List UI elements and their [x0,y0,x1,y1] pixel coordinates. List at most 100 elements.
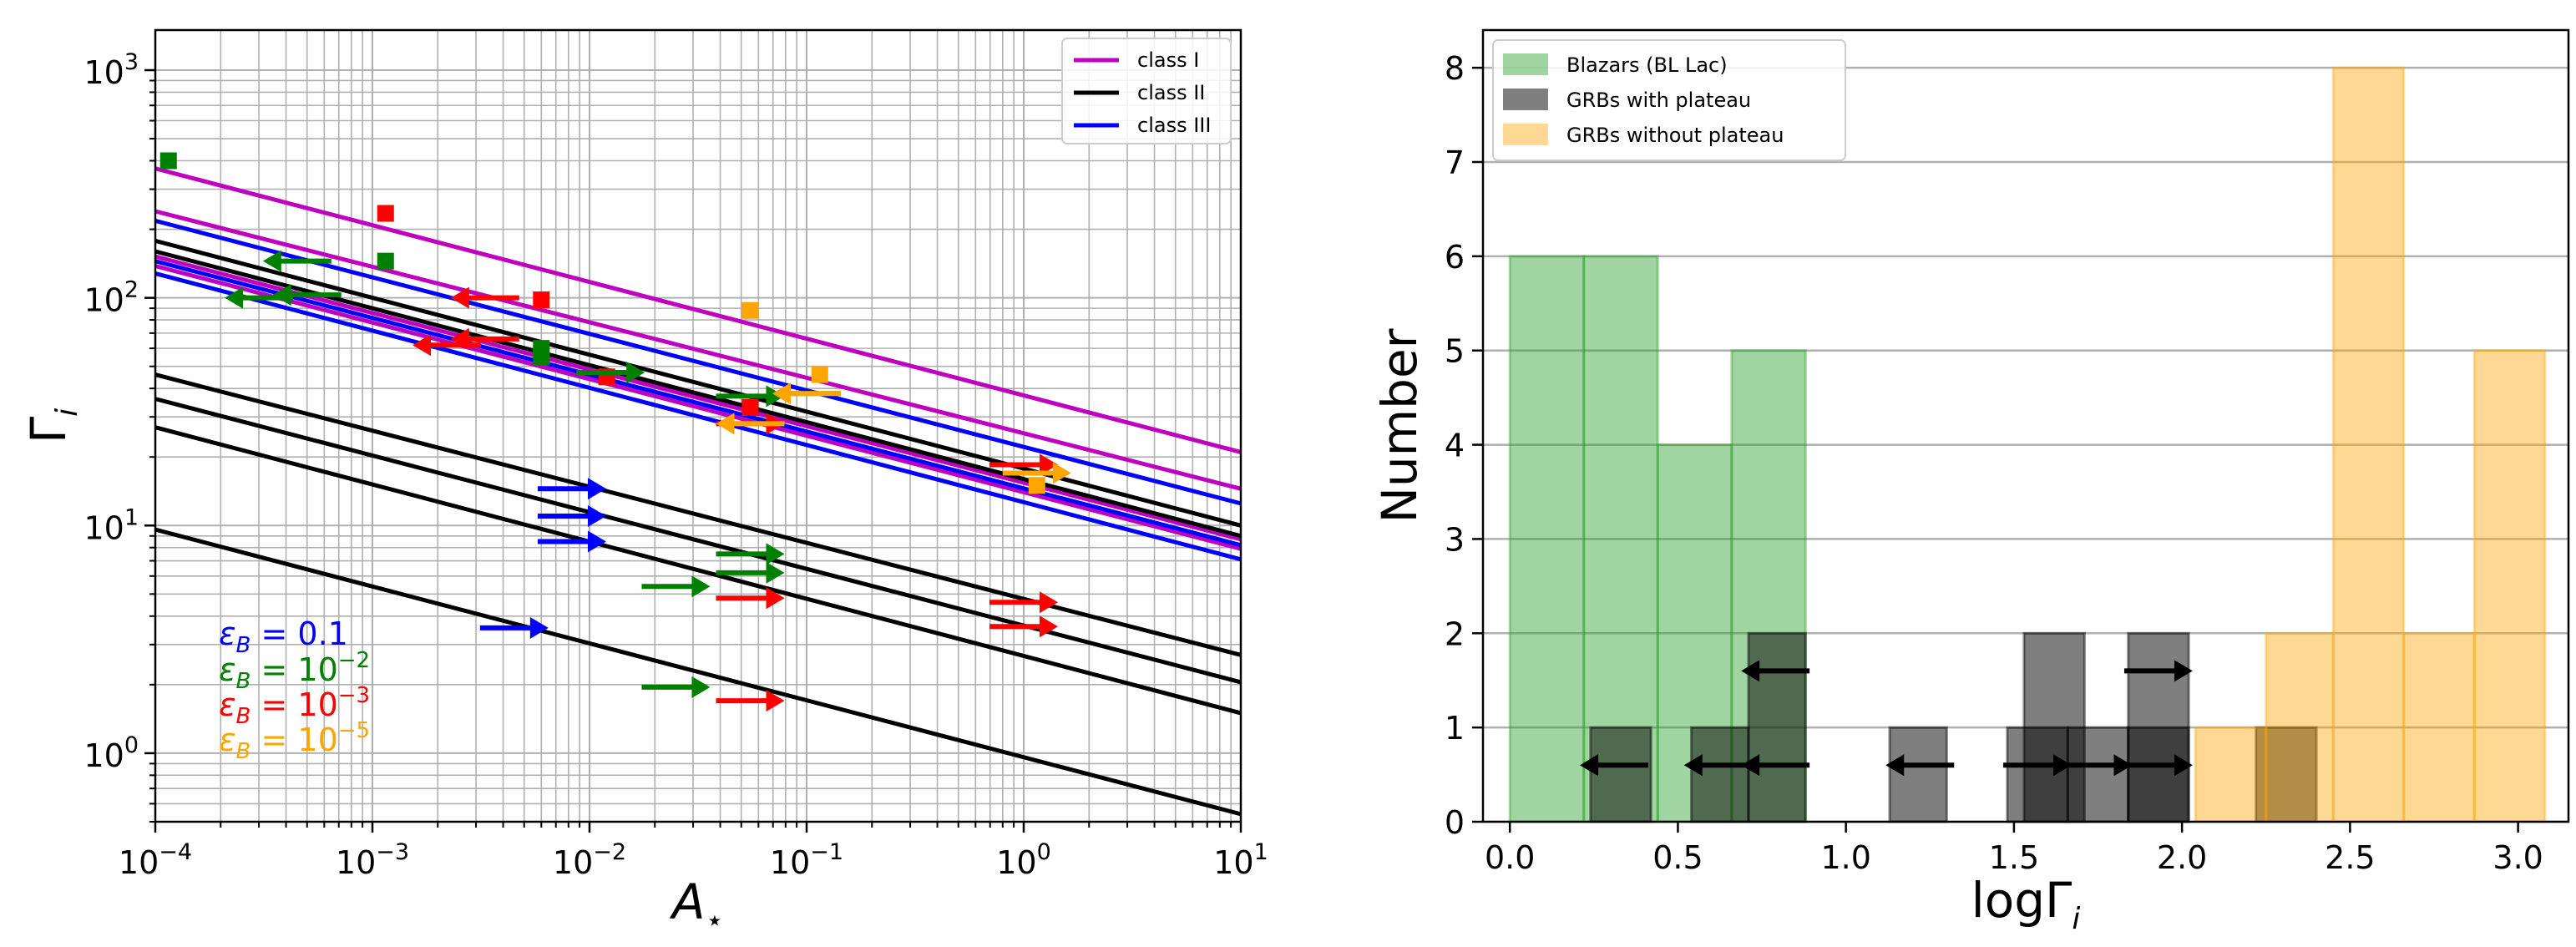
limit-arrow-19 [716,413,785,435]
hist-y-tick-label-1: 1 [1445,710,1465,747]
left-y-axis-label: Γi [20,408,84,443]
hist-x-tick-label-4: 2.0 [2157,839,2207,876]
line-class-ii-8 [154,249,1242,539]
limit-arrow-7 [716,561,785,584]
left-legend: class I class II class III [1061,38,1232,144]
limit-arrow-17-head [1040,615,1058,638]
x-tick-label-5: 101 [1213,839,1268,881]
hist-y-tick-label-7: 7 [1445,144,1465,181]
bar-series2-bin4 [2472,349,2547,823]
limit-arrow-19-head [716,413,735,435]
limit-arrow-25-head [529,616,549,639]
limit-arrow-9-head [691,676,711,698]
hist-limit-arrow-3 [1741,660,1810,682]
limit-arrow-2 [225,286,294,309]
hist-x-tick-label-3: 1.5 [1989,839,2039,876]
y-tick-label-2: 102 [84,277,139,319]
limit-arrow-18-head [766,690,785,712]
square-marker-7 [741,398,759,416]
hist-x-tick-label-2: 1.0 [1820,839,1870,876]
annotation-eps-1e-3: εB = 10−3 [219,683,370,729]
hist-x-tick-label-1: 0.5 [1652,839,1703,876]
line-class-ii-12 [154,527,1242,817]
limit-arrow-1-head [272,284,291,306]
limit-arrow-8 [641,575,711,598]
limit-arrow-23-head [587,505,606,528]
y-tick-label-3: 103 [84,49,139,91]
line-class-i-0 [154,166,1242,454]
annotation-eps-1e-5: εB = 10−5 [219,718,370,764]
line-class-ii-11 [154,425,1242,716]
y-tick-label-0: 100 [84,732,139,774]
right-chart: 0.0 0.5 1.0 1.5 2.0 2.5 3.0 0 1 2 3 4 5 6 7 8 logΓi Num… [1371,28,2570,936]
right-plot-frame [1481,28,2570,823]
limit-arrow-7-head [766,561,785,584]
line-class-i-1 [154,209,1242,491]
x-tick-label-3: 10−1 [770,839,843,881]
legend-label-blazars: Blazars (BL Lac) [1566,53,1728,77]
square-marker-4 [377,205,394,222]
left-chart: 10−4 10−3 10−2 10−1 100 101 100 101 102 103 A⋆ Γi… [20,28,1268,938]
left-legend-box [1061,38,1232,144]
hist-limit-arrow-0-head [1579,754,1598,777]
right-arrows [1579,660,2193,777]
line-class-iii-4 [154,218,1242,506]
bar-series2-bin3 [2402,631,2476,823]
limit-arrow-9 [641,676,711,698]
x-tick-label-2: 10−2 [553,839,626,881]
hist-y-tick-label-0: 0 [1445,804,1465,841]
annotation-eps-1e-2: εB = 10−2 [219,648,370,694]
limit-arrow-0 [262,250,331,272]
limit-arrow-21 [1002,462,1071,484]
limit-arrow-23 [537,505,606,528]
limit-arrow-2-head [225,286,244,309]
square-marker-10 [1028,477,1045,494]
hist-x-tick-label-6: 3.0 [2492,839,2543,876]
hist-y-tick-label-2: 2 [1445,615,1465,652]
hist-limit-arrow-7-head [2174,754,2193,777]
hist-limit-arrow-8 [2123,660,2193,682]
limit-arrow-4 [716,385,785,408]
hist-limit-arrow-3-head [1741,660,1760,682]
limit-arrow-14-head [1040,453,1058,476]
legend-label-class-i: class I [1137,48,1199,72]
bar-series1-bin8 [2127,726,2190,823]
line-class-i-3 [154,264,1242,551]
bar-series1-bin1 [1690,726,1750,823]
square-marker-5 [533,291,550,309]
limit-arrow-0-head [262,250,281,272]
limit-arrow-12 [412,334,482,357]
hist-limit-arrow-4-head [1885,754,1905,777]
right-legend: Blazars (BL Lac) GRBs with plateau GRBs … [1492,39,1846,161]
line-class-ii-10 [154,397,1242,685]
legend-swatch-blazars [1503,53,1548,75]
bar-series2-bin0 [2194,726,2268,823]
line-class-iii-5 [154,259,1242,548]
legend-swatch-grbs-with-plateau [1503,89,1548,110]
hist-limit-arrow-5 [2003,754,2072,777]
line-class-ii-9 [154,372,1242,657]
bar-series0-bin0 [1508,255,1586,823]
right-y-axis-label: Number [1371,328,1428,523]
square-marker-0 [159,152,177,170]
right-bars [1508,66,2547,823]
bar-series1-bin6 [2066,726,2130,823]
hist-limit-arrow-5-head [2053,754,2072,777]
square-marker-9 [811,366,828,383]
limit-arrow-21-head [1052,462,1071,484]
legend-label-grbs-with-plateau: GRBs with plateau [1566,89,1751,112]
legend-swatch-grbs-without-plateau [1503,124,1548,145]
bar-series2-bin2 [2331,66,2406,823]
legend-label-class-ii: class II [1137,81,1205,104]
hist-y-tick-label-4: 4 [1445,428,1465,464]
right-legend-box [1492,39,1846,161]
limit-arrow-6 [716,543,785,565]
hist-limit-arrow-1-head [1683,754,1703,777]
left-x-axis-label: A⋆ [669,874,724,938]
legend-label-grbs-without-plateau: GRBs without plateau [1566,124,1784,147]
limit-arrow-14 [989,453,1058,476]
limit-arrow-15-head [766,587,785,610]
x-tick-label-4: 100 [996,839,1051,881]
limit-arrow-16 [989,591,1058,614]
